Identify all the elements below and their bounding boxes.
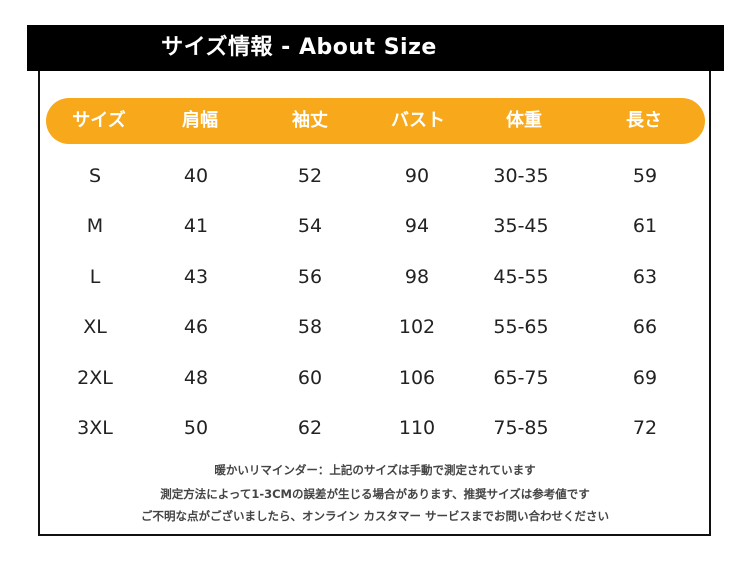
cell-length: 59 (632, 165, 658, 187)
header-bust: バスト (391, 110, 445, 131)
table-header: サイズ 肩幅 袖丈 バスト 体重 長さ (46, 98, 705, 144)
cell-weight: 35-45 (493, 215, 549, 237)
table-row: 2XL 48 60 106 65-75 69 (0, 363, 750, 393)
cell-shoulder: 46 (183, 316, 209, 338)
cell-length: 61 (632, 215, 658, 237)
cell-shoulder: 43 (183, 266, 209, 288)
header-sleeve: 袖丈 (292, 110, 328, 131)
cell-sleeve: 56 (297, 266, 323, 288)
cell-length: 72 (632, 417, 658, 439)
cell-bust: 106 (398, 367, 436, 389)
cell-length: 69 (632, 367, 658, 389)
cell-length: 63 (632, 266, 658, 288)
cell-shoulder: 50 (183, 417, 209, 439)
cell-sleeve: 54 (297, 215, 323, 237)
cell-sleeve: 62 (297, 417, 323, 439)
table-row: M 41 54 94 35-45 61 (0, 211, 750, 241)
cell-shoulder: 40 (183, 165, 209, 187)
note-measurement: 測定方法によって1-3CMの誤差が生じる場合があります、推奨サイズは参考値です (160, 487, 590, 501)
note-reminder: 暖かいリマインダー：上記のサイズは手動で測定されています (214, 463, 536, 477)
cell-size: L (89, 266, 101, 288)
cell-shoulder: 41 (183, 215, 209, 237)
cell-weight: 75-85 (493, 417, 549, 439)
page-title: サイズ情報 - About Size (161, 35, 437, 60)
cell-shoulder: 48 (183, 367, 209, 389)
cell-weight: 45-55 (493, 266, 549, 288)
cell-size: S (88, 165, 102, 187)
cell-size: XL (83, 316, 107, 338)
table-row: S 40 52 90 30-35 59 (0, 161, 750, 191)
header-length: 長さ (626, 110, 662, 131)
cell-size: M (86, 215, 104, 237)
cell-size: 3XL (77, 417, 113, 439)
title-bar: サイズ情報 - About Size (27, 25, 724, 71)
cell-length: 66 (632, 316, 658, 338)
cell-sleeve: 60 (297, 367, 323, 389)
cell-sleeve: 58 (297, 316, 323, 338)
cell-weight: 55-65 (493, 316, 549, 338)
cell-bust: 94 (404, 215, 430, 237)
cell-bust: 90 (404, 165, 430, 187)
header-size: サイズ (72, 110, 126, 131)
cell-size: 2XL (77, 367, 113, 389)
header-weight: 体重 (506, 110, 542, 131)
table-row: 3XL 50 62 110 75-85 72 (0, 413, 750, 443)
header-shoulder: 肩幅 (182, 110, 218, 131)
cell-bust: 102 (398, 316, 436, 338)
cell-sleeve: 52 (297, 165, 323, 187)
size-chart-frame (38, 71, 711, 536)
table-row: L 43 56 98 45-55 63 (0, 262, 750, 292)
cell-bust: 98 (404, 266, 430, 288)
note-contact: ご不明な点がございましたら、オンライン カスタマー サービスまでお問い合わせくだ… (140, 509, 609, 523)
cell-weight: 30-35 (493, 165, 549, 187)
cell-weight: 65-75 (493, 367, 549, 389)
cell-bust: 110 (398, 417, 436, 439)
table-row: XL 46 58 102 55-65 66 (0, 312, 750, 342)
